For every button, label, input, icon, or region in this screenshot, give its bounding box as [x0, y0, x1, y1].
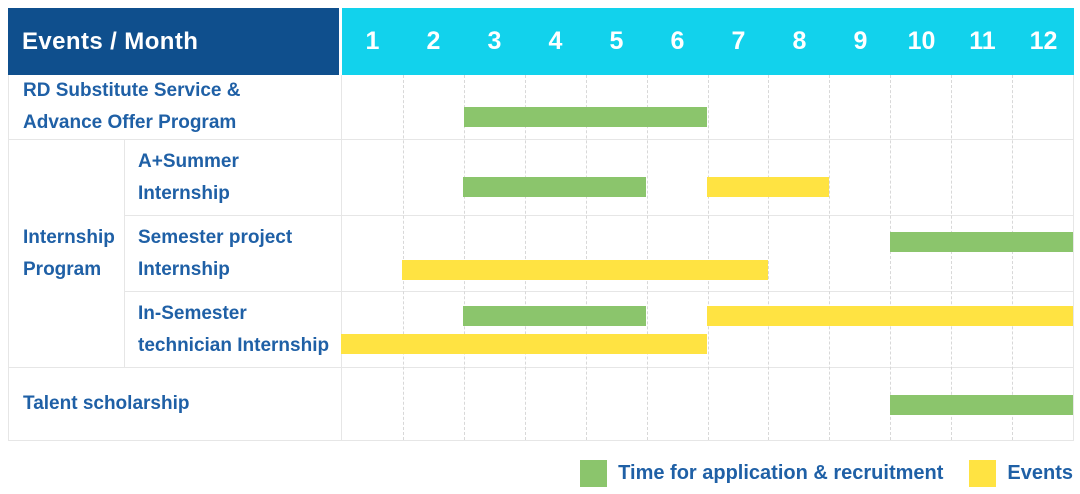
month-header-cell: 10: [907, 27, 936, 55]
gantt-bar-events: [341, 334, 707, 354]
events-month-header: Events / Month: [8, 8, 339, 75]
table-body: RD Substitute Service & Advance Offer Pr…: [8, 75, 1074, 441]
legend-label-events: Events: [1007, 462, 1073, 484]
table-row: RD Substitute Service & Advance Offer Pr…: [9, 75, 1073, 140]
legend-swatch-application: [580, 460, 608, 487]
table-row: Talent scholarship: [9, 368, 1073, 440]
gantt-bar-application: [890, 395, 1073, 415]
page-title: Events / Month: [22, 27, 199, 55]
month-header-cell: 2: [426, 27, 441, 55]
table-row: In-Semester technician Internship: [125, 291, 1073, 367]
gantt-bar-application: [463, 177, 646, 197]
legend: Time for application & recruitment Event…: [580, 460, 1073, 487]
month-header-cell: 11: [969, 27, 996, 55]
month-header-cell: 9: [853, 27, 868, 55]
month-header-cell: 3: [487, 27, 502, 55]
month-header-cell: 12: [1029, 27, 1058, 55]
row-track-talent-scholarship: [342, 368, 1073, 440]
row-label-talent-scholarship: Talent scholarship: [23, 393, 190, 414]
gantt-bar-events: [707, 177, 829, 197]
month-header-cell: 1: [365, 27, 380, 55]
schedule-table: Events / Month 1 2 3 4 5 6 7 8 9 10 11 12 RD Substi…: [8, 8, 1074, 441]
row-label-a-plus-summer: A+Summer Internship: [138, 150, 239, 204]
table-header-row: Events / Month 1 2 3 4 5 6 7 8 9 10 11 12: [8, 8, 1074, 75]
month-header-cell: 5: [609, 27, 624, 55]
month-header-cell: 8: [792, 27, 807, 55]
row-label-rd-substitute: RD Substitute Service & Advance Offer Pr…: [23, 80, 241, 133]
month-header-cell: 6: [670, 27, 685, 55]
group-label-internship-program: Internship Program: [9, 140, 125, 367]
month-header: 1 2 3 4 5 6 7 8 9 10 11 12: [342, 8, 1074, 75]
month-header-cell: 4: [548, 27, 563, 55]
gantt-bar-events: [707, 306, 1073, 326]
internship-program-subrows: A+Summer Internship Semester project Int…: [125, 140, 1073, 367]
month-header-cell: 7: [731, 27, 746, 55]
row-label-semester-project: Semester project Internship: [138, 226, 293, 280]
legend-label-application: Time for application & recruitment: [618, 462, 944, 484]
row-track-a-plus-summer: [341, 140, 1073, 215]
row-track-rd-substitute: [342, 75, 1073, 139]
gantt-bar-application: [890, 232, 1073, 252]
gantt-bar-events: [402, 260, 768, 280]
row-label-in-semester-technician: In-Semester technician Internship: [138, 302, 330, 356]
row-track-in-semester-technician: [341, 292, 1073, 367]
header-gap: [339, 8, 342, 75]
internship-program-group: Internship Program A+Summer Internship S…: [9, 140, 1073, 368]
legend-swatch-events: [969, 460, 997, 487]
table-row: Semester project Internship: [125, 215, 1073, 291]
table-row: A+Summer Internship: [125, 140, 1073, 215]
gantt-bar-application: [463, 306, 646, 326]
row-track-semester-project: [341, 216, 1073, 291]
gantt-bar-application: [463, 107, 708, 127]
